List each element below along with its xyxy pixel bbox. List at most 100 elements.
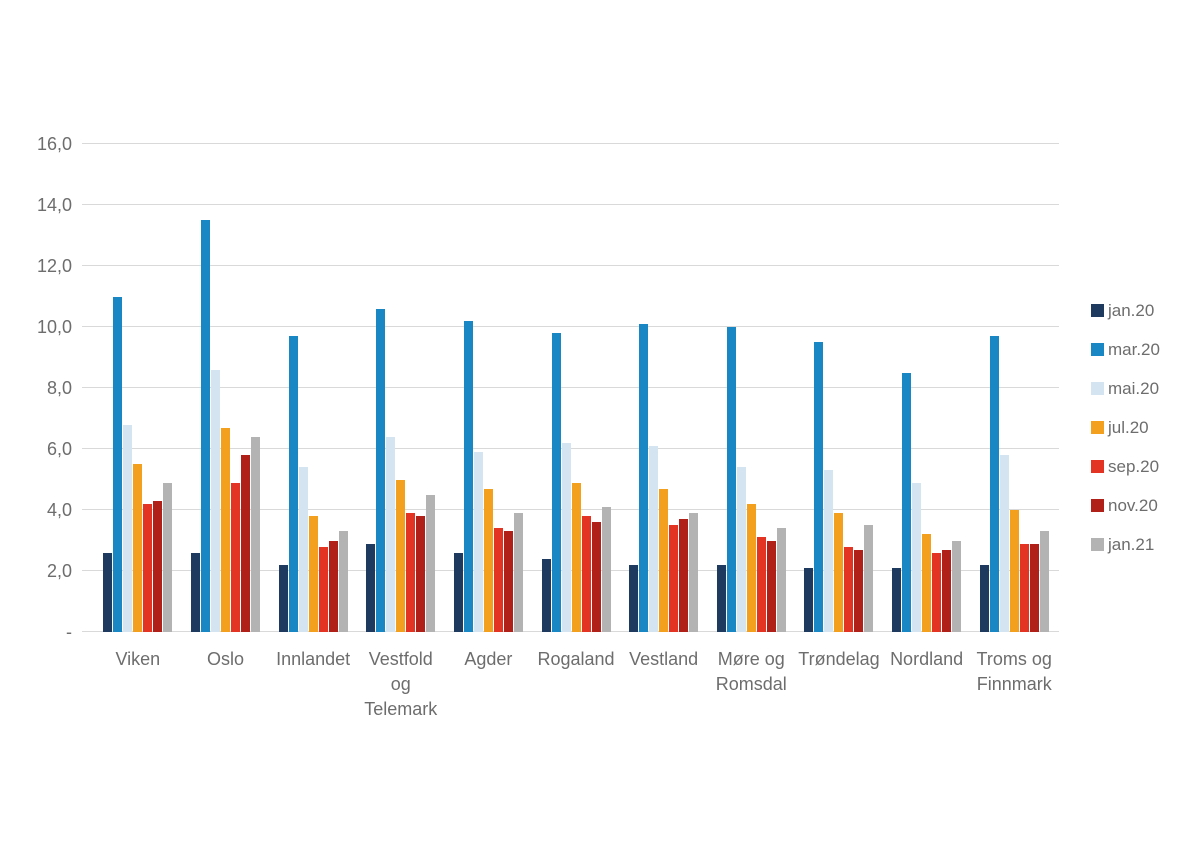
bar-mar-20-trøndelag — [814, 342, 824, 632]
x-axis-category-label: Viken — [115, 649, 161, 669]
bar-jan-20-vestfold-og-telemark — [366, 543, 376, 632]
bar-jul-20-vestfold-og-telemark — [396, 479, 406, 632]
bar-mar-20-møre-og-romsdal — [726, 327, 736, 632]
y-axis-tick-label: 2,0 — [46, 561, 72, 581]
x-axis-labels: Viken Oslo Innlandet Vestfold og Telemark Ag… — [94, 647, 1058, 722]
y-axis-tick-label: 8,0 — [46, 378, 72, 398]
bar-jan-20-innlandet — [278, 564, 288, 632]
bar-mar-20-oslo — [200, 220, 210, 632]
bar-mar-20-viken — [113, 296, 123, 632]
legend-color-swatch — [1091, 382, 1104, 395]
bar-group-møre-og-romsdal — [707, 144, 795, 632]
bar-group-agder — [445, 144, 533, 632]
legend-series-label: sep.20 — [1108, 456, 1160, 476]
bar-nov-20-vestland — [679, 519, 689, 632]
x-axis-category-label: Innlandet — [276, 649, 351, 669]
bar-mar-20-vestfold-og-telemark — [376, 308, 386, 632]
legend-series-label: mai.20 — [1108, 378, 1160, 398]
bar-group-viken — [94, 144, 182, 632]
bar-jan-21-trøndelag — [864, 525, 874, 632]
bar-mar-20-vestland — [639, 323, 649, 632]
bar-jul-20-nordland — [922, 534, 932, 632]
bar-sep-20-innlandet — [318, 546, 328, 632]
bar-jan-21-rogaland — [601, 506, 611, 632]
bar-mai-20-agder — [473, 452, 483, 632]
bar-group-oslo — [182, 144, 270, 632]
y-axis-tick-label: 14,0 — [36, 195, 72, 215]
bar-sep-20-møre-og-romsdal — [756, 537, 766, 632]
bar-group-trøndelag — [795, 144, 883, 632]
bar-mai-20-rogaland — [561, 442, 571, 632]
bar-nov-20-innlandet — [328, 540, 338, 632]
bar-jul-20-viken — [133, 464, 143, 632]
bar-jan-20-møre-og-romsdal — [716, 564, 726, 632]
bar-mai-20-trøndelag — [824, 470, 834, 632]
bar-jan-21-nordland — [952, 540, 962, 632]
gridline — [82, 204, 1059, 205]
x-axis-category-label: Møre og Romsdal — [715, 649, 787, 694]
bar-sep-20-trøndelag — [844, 546, 854, 632]
legend-series-label: jan.20 — [1108, 300, 1155, 320]
bar-jul-20-trøndelag — [834, 513, 844, 632]
y-axis-tick-label: 4,0 — [46, 500, 72, 520]
bar-mai-20-oslo — [210, 369, 220, 632]
plot-area — [82, 143, 1059, 632]
x-axis-category-label: Vestland — [629, 649, 699, 669]
legend-item-sep-20: sep.20 — [1091, 447, 1160, 486]
bar-jan-21-viken — [163, 482, 173, 632]
bar-mai-20-vestfold-og-telemark — [386, 436, 396, 632]
x-axis-category-label: Trøndelag — [798, 649, 880, 669]
bar-jul-20-innlandet — [308, 516, 318, 632]
bar-sep-20-vestfold-og-telemark — [406, 513, 416, 632]
legend-item-nov-20: nov.20 — [1091, 486, 1160, 525]
bar-nov-20-rogaland — [591, 522, 601, 632]
legend-item-mar-20: mar.20 — [1091, 330, 1160, 369]
bar-jan-20-troms-og-finnmark — [979, 564, 989, 632]
bar-jul-20-møre-og-romsdal — [746, 503, 756, 632]
bar-sep-20-rogaland — [581, 516, 591, 632]
x-axis-category-label: Rogaland — [537, 649, 615, 669]
bar-mar-20-innlandet — [288, 336, 298, 632]
bar-nov-20-trøndelag — [854, 549, 864, 632]
x-axis-category-label: Oslo — [206, 649, 244, 669]
bar-groups — [94, 144, 1058, 632]
legend-item-jan-20: jan.20 — [1091, 291, 1160, 330]
bar-jul-20-vestland — [659, 488, 669, 632]
bar-nov-20-agder — [503, 531, 513, 632]
legend: jan.20 mar.20 mai.20 jul.20 sep.20 nov.20 jan.… — [1091, 291, 1160, 564]
bar-jan-20-nordland — [892, 567, 902, 632]
gridline — [82, 265, 1059, 266]
bar-jan-20-trøndelag — [804, 567, 814, 632]
bar-jan-21-troms-og-finnmark — [1039, 531, 1049, 632]
bar-group-troms-og-finnmark — [970, 144, 1058, 632]
bar-group-rogaland — [532, 144, 620, 632]
x-axis-category-label: Vestfold og Telemark — [364, 649, 438, 719]
bar-jan-21-innlandet — [338, 531, 348, 632]
bar-group-innlandet — [269, 144, 357, 632]
bar-sep-20-troms-og-finnmark — [1019, 543, 1029, 632]
bar-group-nordland — [883, 144, 971, 632]
bar-nov-20-viken — [153, 500, 163, 632]
legend-series-label: jul.20 — [1108, 417, 1149, 437]
bar-jan-20-viken — [103, 552, 113, 632]
bar-mar-20-agder — [463, 320, 473, 632]
y-axis-tick-label: 6,0 — [46, 439, 72, 459]
legend-color-swatch — [1091, 460, 1104, 473]
x-axis-category-label: Troms og Finnmark — [976, 649, 1052, 694]
x-axis-category-label: Agder — [464, 649, 513, 669]
gridline — [82, 326, 1059, 327]
y-axis-tick-label: 12,0 — [36, 256, 72, 276]
bar-nov-20-møre-og-romsdal — [766, 540, 776, 632]
y-axis-tick-label: 16,0 — [36, 134, 72, 154]
legend-color-swatch — [1091, 304, 1104, 317]
bar-mai-20-viken — [123, 424, 133, 632]
legend-series-label: mar.20 — [1108, 339, 1160, 359]
x-axis-category-label: Nordland — [890, 649, 964, 669]
bar-mai-20-nordland — [912, 482, 922, 632]
legend-item-jul-20: jul.20 — [1091, 408, 1160, 447]
legend-color-swatch — [1091, 499, 1104, 512]
bar-jan-21-oslo — [250, 436, 260, 632]
legend-color-swatch — [1091, 538, 1104, 551]
bar-nov-20-oslo — [240, 455, 250, 632]
bar-nov-20-troms-og-finnmark — [1029, 543, 1039, 632]
